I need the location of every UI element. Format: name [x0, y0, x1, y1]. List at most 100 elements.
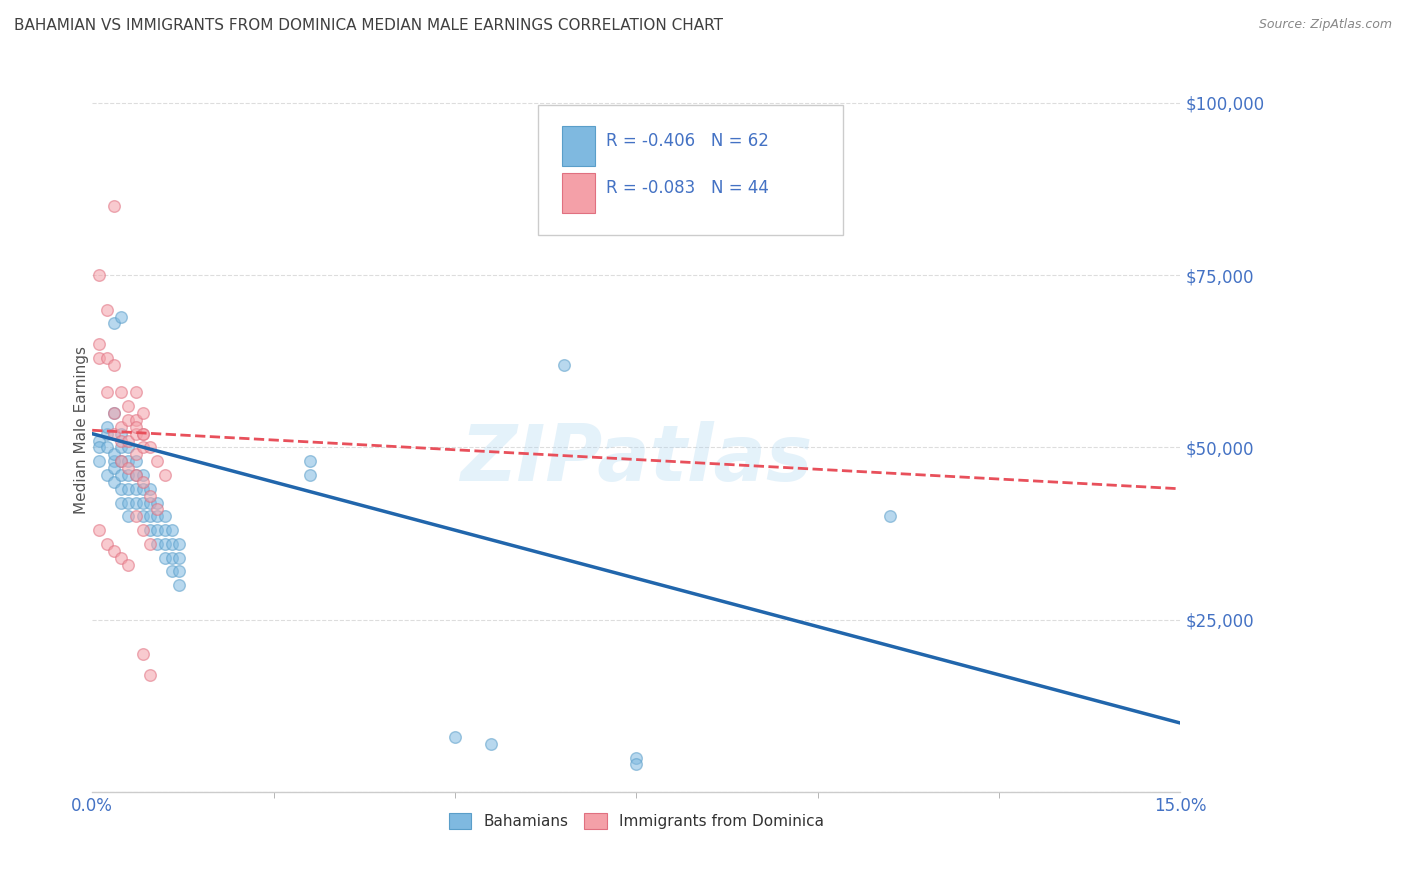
Point — [626, 750, 648, 764]
Point — [96, 419, 118, 434]
Point — [298, 454, 321, 468]
Point — [125, 454, 148, 468]
Point — [479, 737, 502, 751]
Point — [125, 468, 148, 483]
Point — [125, 413, 148, 427]
Point — [139, 509, 162, 524]
Point — [110, 454, 132, 468]
Point — [96, 302, 118, 317]
Point — [139, 489, 162, 503]
Point — [103, 461, 125, 475]
FancyBboxPatch shape — [562, 127, 595, 166]
Point — [103, 358, 125, 372]
Point — [103, 544, 125, 558]
Point — [110, 468, 132, 483]
Text: ZIPatlas: ZIPatlas — [460, 421, 813, 497]
Point — [132, 426, 155, 441]
Text: BAHAMIAN VS IMMIGRANTS FROM DOMINICA MEDIAN MALE EARNINGS CORRELATION CHART: BAHAMIAN VS IMMIGRANTS FROM DOMINICA MED… — [14, 18, 723, 33]
Point — [132, 441, 155, 455]
Point — [167, 578, 190, 592]
Point — [110, 310, 132, 324]
Point — [117, 399, 139, 413]
Point — [110, 550, 132, 565]
Legend: Bahamians, Immigrants from Dominica: Bahamians, Immigrants from Dominica — [443, 806, 830, 835]
Point — [96, 537, 118, 551]
Point — [879, 509, 901, 524]
Point — [103, 426, 125, 441]
Point — [125, 495, 148, 509]
Point — [125, 509, 148, 524]
Point — [117, 413, 139, 427]
Point — [553, 358, 575, 372]
Point — [132, 475, 155, 489]
Point — [103, 406, 125, 420]
Point — [132, 426, 155, 441]
Point — [117, 468, 139, 483]
Point — [89, 441, 111, 455]
Point — [153, 550, 176, 565]
Point — [110, 426, 132, 441]
Point — [110, 482, 132, 496]
Point — [117, 454, 139, 468]
Point — [298, 468, 321, 483]
Point — [132, 468, 155, 483]
Point — [89, 351, 111, 365]
Point — [153, 537, 176, 551]
Point — [160, 565, 183, 579]
Point — [125, 419, 148, 434]
Point — [139, 668, 162, 682]
Y-axis label: Median Male Earnings: Median Male Earnings — [73, 346, 89, 515]
Point — [132, 406, 155, 420]
Point — [117, 441, 139, 455]
Point — [103, 454, 125, 468]
Point — [110, 385, 132, 400]
Point — [626, 757, 648, 772]
Point — [96, 468, 118, 483]
Point — [117, 558, 139, 572]
FancyBboxPatch shape — [562, 173, 595, 213]
Point — [117, 461, 139, 475]
Point — [160, 537, 183, 551]
Point — [125, 426, 148, 441]
Point — [89, 523, 111, 537]
Point — [167, 565, 190, 579]
Point — [125, 385, 148, 400]
Point — [146, 454, 169, 468]
Point — [89, 454, 111, 468]
Point — [103, 447, 125, 461]
Point — [146, 495, 169, 509]
Point — [89, 268, 111, 283]
Point — [139, 441, 162, 455]
Point — [117, 434, 139, 448]
Point — [146, 523, 169, 537]
Point — [167, 550, 190, 565]
Point — [125, 447, 148, 461]
Point — [125, 468, 148, 483]
Point — [139, 495, 162, 509]
Text: R = -0.406   N = 62: R = -0.406 N = 62 — [606, 132, 769, 150]
Point — [110, 434, 132, 448]
Point — [103, 475, 125, 489]
Point — [110, 454, 132, 468]
Point — [110, 495, 132, 509]
Point — [132, 482, 155, 496]
FancyBboxPatch shape — [538, 104, 844, 235]
Point — [132, 523, 155, 537]
Point — [167, 537, 190, 551]
Point — [146, 502, 169, 516]
Point — [96, 385, 118, 400]
Point — [96, 426, 118, 441]
Point — [132, 647, 155, 661]
Point — [139, 523, 162, 537]
Point — [103, 406, 125, 420]
Point — [125, 482, 148, 496]
Point — [117, 509, 139, 524]
Point — [96, 441, 118, 455]
Point — [153, 468, 176, 483]
Point — [444, 730, 467, 744]
Point — [153, 523, 176, 537]
Point — [132, 509, 155, 524]
Point — [153, 509, 176, 524]
Point — [103, 317, 125, 331]
Point — [117, 495, 139, 509]
